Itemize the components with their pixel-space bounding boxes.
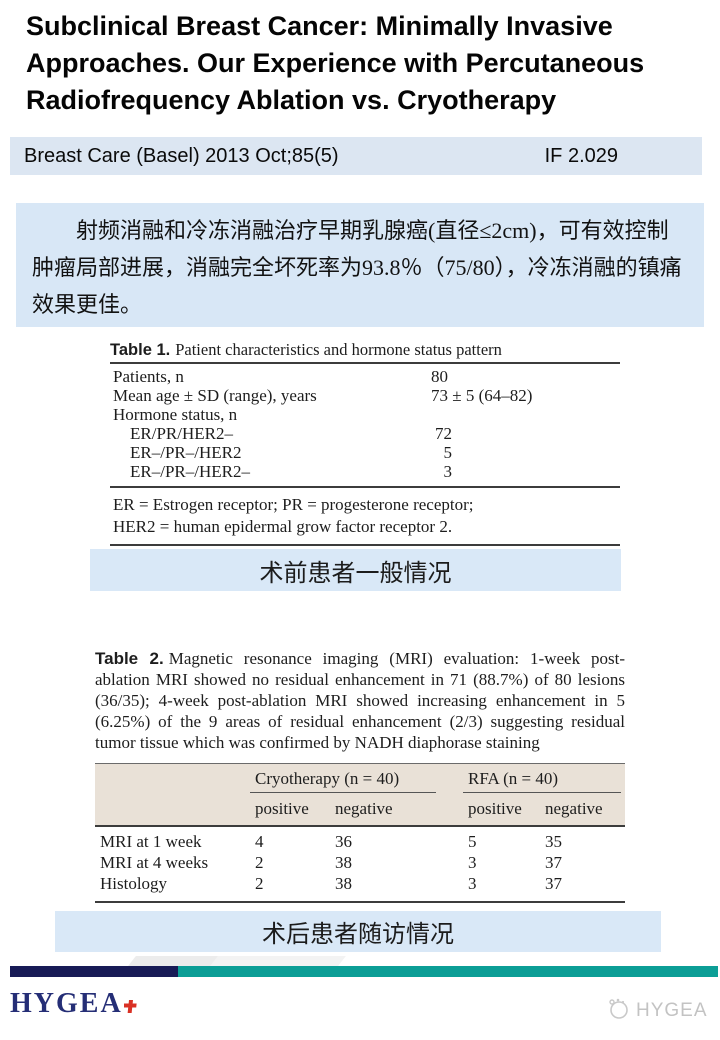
table2-grid: Cryotherapy (n = 40) RFA (n = 40) positi… — [95, 763, 625, 903]
table2-caption: Table 2. Magnetic resonance imaging (MRI)… — [95, 648, 625, 753]
table-row: MRI at 1 week 4 36 5 35 — [100, 832, 562, 851]
journal-citation: Breast Care (Basel) 2013 Oct;85(5) — [24, 144, 339, 167]
table2-header: Cryotherapy (n = 40) RFA (n = 40) positi… — [95, 764, 625, 827]
section-caption-followup: 术后患者随访情况 — [55, 911, 661, 952]
table-row: Mean age ± SD (range), years 73 ± 5 (64–… — [113, 386, 533, 405]
footer-bar-teal — [178, 966, 718, 977]
group-header-cryotherapy: Cryotherapy (n = 40) — [250, 769, 436, 793]
subheader: positive — [468, 799, 522, 818]
hygea-watermark-text: HYGEA — [636, 1000, 708, 1021]
table1-body: Patients, n 80 Mean age ± SD (range), ye… — [110, 362, 620, 488]
footer-bar-navy — [10, 966, 178, 977]
red-cross-icon — [122, 989, 138, 1021]
table1-footnote: ER = Estrogen receptor; PR = progesteron… — [110, 488, 620, 546]
group-header-rfa: RFA (n = 40) — [463, 769, 621, 793]
table2-caption-text: Magnetic resonance imaging (MRI) evaluat… — [95, 649, 625, 752]
table1: Table 1. Patient characteristics and horm… — [110, 340, 620, 546]
table-row: MRI at 4 weeks 2 38 3 37 — [100, 853, 562, 872]
subheader: negative — [335, 799, 393, 818]
table2-caption-label: Table 2. — [95, 649, 164, 668]
hygea-logo-text: HYGEA — [10, 988, 123, 1019]
decor-swoosh — [128, 956, 222, 966]
section-caption-preop: 术前患者一般情况 — [90, 549, 621, 591]
hygea-watermark-icon — [606, 996, 630, 1026]
journal-bar: Breast Care (Basel) 2013 Oct;85(5) IF 2.… — [10, 137, 702, 175]
summary-box: 射频消融和冷冻消融治疗早期乳腺癌(直径≤2cm)，可有效控制肿瘤局部进展，消融完… — [16, 203, 704, 327]
table-row: Hormone status, n — [113, 405, 238, 424]
table1-caption-label: Table 1. — [110, 341, 171, 359]
table2-body: MRI at 1 week 4 36 5 35 MRI at 4 weeks 2… — [95, 827, 625, 901]
table2: Table 2. Magnetic resonance imaging (MRI)… — [95, 648, 625, 903]
subheader: negative — [545, 799, 603, 818]
table-row: ER–/PR–/HER2 5 — [130, 443, 452, 462]
table-row: ER–/PR–/HER2– 3 — [130, 462, 452, 481]
table1-caption-text: Patient characteristics and hormone stat… — [175, 340, 502, 359]
table1-caption: Table 1. Patient characteristics and horm… — [110, 340, 620, 360]
subheader: positive — [255, 799, 309, 818]
table-row: Patients, n 80 — [113, 367, 448, 386]
impact-factor: IF 2.029 — [544, 144, 618, 167]
page-title: Subclinical Breast Cancer: Minimally Inv… — [26, 11, 645, 115]
hygea-watermark: HYGEA — [606, 996, 708, 1026]
hygea-logo: HYGEA — [10, 988, 138, 1021]
decor-swoosh — [210, 956, 346, 966]
table-row: ER/PR/HER2– 72 — [130, 424, 452, 443]
table-row: Histology 2 38 3 37 — [100, 874, 562, 893]
